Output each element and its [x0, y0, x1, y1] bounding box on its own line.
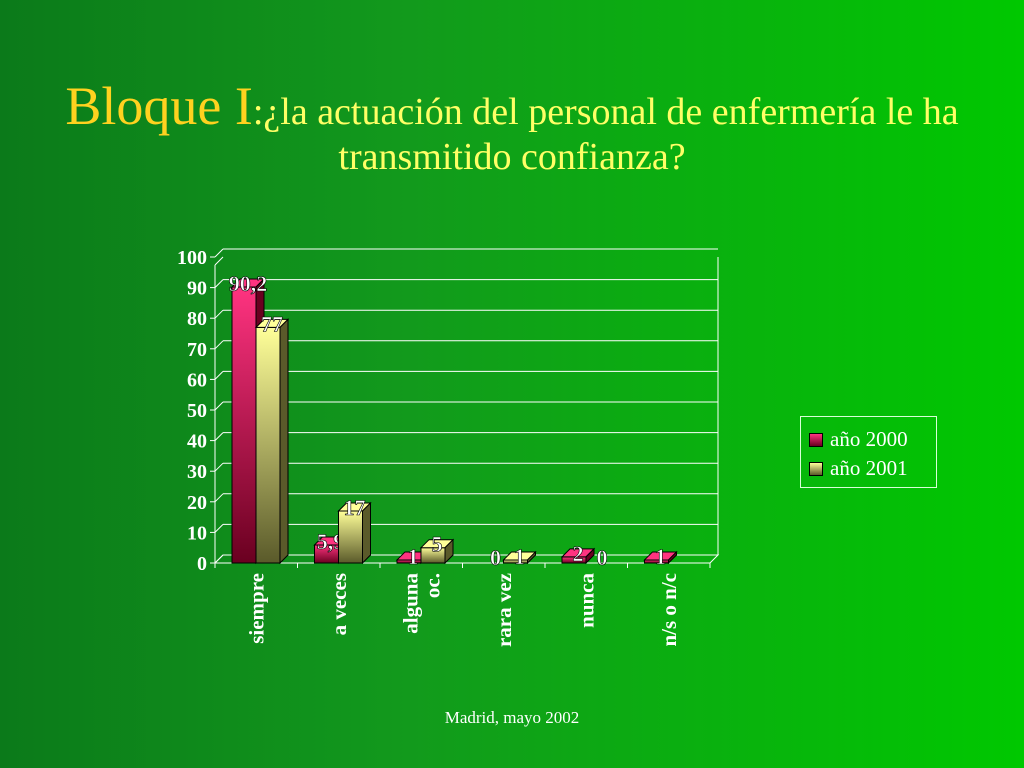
bar-side	[279, 318, 289, 565]
legend-swatch-2001	[809, 461, 823, 476]
bar	[338, 510, 363, 564]
chart-floor	[213, 554, 720, 564]
y-tick-label: 60	[187, 369, 207, 391]
legend-item-2001: año 2001	[809, 454, 930, 483]
legend-swatch-2000	[809, 432, 823, 447]
y-tick-label: 80	[187, 308, 207, 330]
gridline-side	[214, 432, 224, 441]
x-category-label: siempre	[244, 573, 268, 644]
gridline-side	[214, 493, 224, 503]
legend-label-2000: año 2000	[830, 427, 908, 451]
data-label: 90,2	[229, 271, 268, 296]
y-tick-label: 100	[177, 247, 207, 269]
gridline-side	[214, 279, 224, 288]
data-label: 1	[655, 544, 666, 569]
data-label: 0	[597, 545, 608, 570]
bar-side	[444, 538, 454, 565]
data-label: 0	[490, 545, 501, 570]
bar-side	[362, 501, 371, 565]
legend-label-2001: año 2001	[830, 456, 908, 480]
x-category-label: n/s o n/c	[657, 573, 681, 647]
data-label: 1	[408, 544, 419, 569]
legend-item-2000: año 2000	[809, 425, 930, 454]
footer-text: Madrid, mayo 2002	[444, 708, 580, 727]
y-tick-label: 90	[187, 278, 207, 300]
gridline-side	[214, 554, 224, 564]
data-label: 77	[261, 311, 283, 336]
gridline-side	[214, 524, 224, 533]
gridline-side	[214, 401, 224, 411]
data-label: 1	[514, 544, 525, 569]
chart-legend: año 2000 año 2001	[800, 416, 937, 488]
x-category-label: a veces	[327, 573, 351, 635]
title-main: Bloque I	[65, 76, 253, 136]
x-category-label: rara vez	[492, 573, 516, 647]
y-tick-label: 70	[187, 339, 207, 361]
x-category-label: oc.	[420, 573, 444, 598]
y-tick-label: 50	[187, 400, 207, 422]
y-axis-top-edge	[214, 256, 224, 266]
bar	[255, 326, 281, 564]
data-label: 17	[344, 495, 366, 520]
y-tick-label: 40	[187, 431, 207, 453]
x-category-label: alguna	[398, 573, 422, 634]
gridline-side	[214, 371, 224, 380]
gridline-side	[214, 309, 224, 319]
data-label: 5	[432, 532, 443, 557]
y-tick-label: 10	[187, 522, 207, 544]
bar	[231, 286, 257, 564]
x-category-label: nunca	[574, 573, 598, 628]
y-tick-label: 0	[197, 553, 207, 575]
bar-side	[668, 550, 677, 565]
y-tick-label: 30	[187, 461, 207, 483]
slide-title: Bloque I:¿la actuación del personal de e…	[40, 76, 984, 179]
gridline-side	[214, 340, 224, 350]
data-label: 2	[573, 541, 584, 566]
y-tick-label: 20	[187, 492, 207, 514]
gridline-side	[214, 248, 224, 258]
bar-side	[527, 550, 536, 565]
bar-side	[585, 547, 595, 565]
gridline-side	[214, 462, 224, 472]
title-rest: :¿la actuación del personal de enfermerí…	[252, 91, 959, 179]
